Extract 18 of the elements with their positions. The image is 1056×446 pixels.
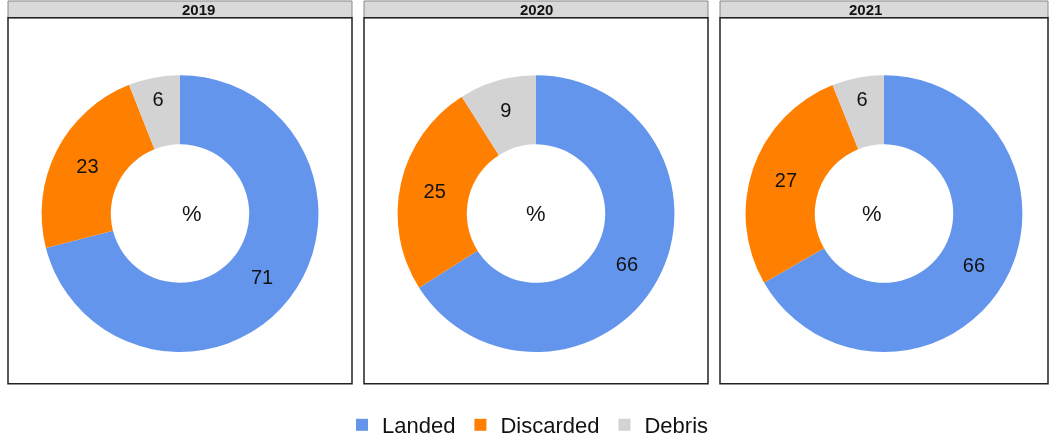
slice-label: 2021	[849, 1, 883, 18]
data-label: 23	[76, 155, 99, 178]
slice-label: 2020	[520, 1, 554, 18]
legend-label: Debris	[644, 413, 709, 439]
slice-label: 2019	[182, 1, 216, 18]
data-label: 6	[152, 88, 164, 111]
data-label: 71	[250, 266, 274, 289]
data-label: 27	[774, 168, 798, 191]
text: %	[182, 201, 202, 226]
text: %	[862, 201, 882, 226]
data-label: 66	[962, 254, 986, 277]
data-label: 66	[615, 252, 639, 275]
data-label: 25	[423, 179, 446, 202]
data-label: 9	[500, 98, 512, 121]
legend-label: Landed	[382, 413, 456, 439]
data-label: 6	[856, 88, 868, 111]
text: %	[526, 201, 546, 226]
legend-label: Discarded	[500, 413, 600, 439]
